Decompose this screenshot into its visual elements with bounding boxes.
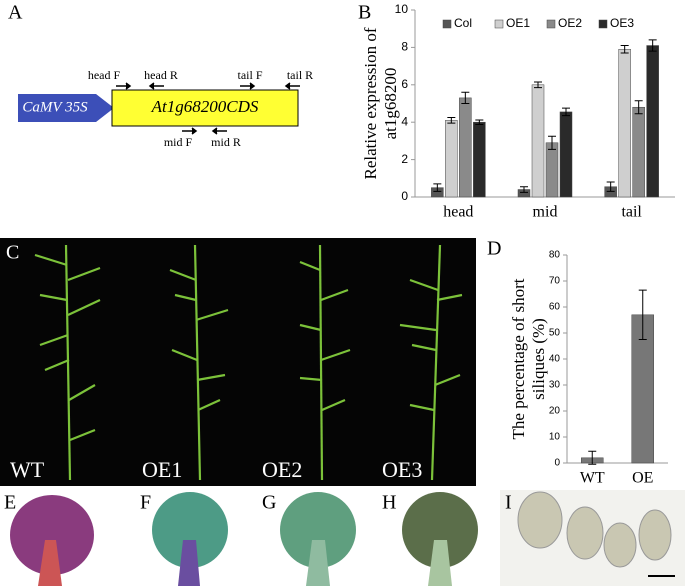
plant-label: OE1 xyxy=(142,457,182,482)
y-tick-label: 0 xyxy=(401,189,408,203)
panel-label: B xyxy=(358,2,371,24)
primer-label: mid F xyxy=(164,135,193,149)
legend-label: Col xyxy=(454,16,472,30)
y-axis-label: Relative expression of xyxy=(361,27,380,179)
bar xyxy=(646,45,659,198)
panel-label: H xyxy=(382,492,396,514)
legend-label: OE1 xyxy=(506,16,530,30)
error-bar xyxy=(638,289,647,340)
y-tick-label: 10 xyxy=(549,432,561,443)
y-axis-label: siliques (%) xyxy=(529,318,548,400)
plant-label: OE3 xyxy=(382,457,422,482)
primer-label: tail F xyxy=(237,68,262,82)
plant-label: WT xyxy=(10,457,45,482)
legend-label: OE3 xyxy=(610,16,634,30)
panel-label: F xyxy=(140,492,151,514)
panel-label: A xyxy=(8,2,23,24)
y-tick-label: 20 xyxy=(549,406,561,417)
gene-box xyxy=(111,89,299,127)
plant-drawing xyxy=(34,244,463,481)
panel-label: G xyxy=(262,492,276,514)
primer-label: head R xyxy=(144,68,178,82)
y-tick-label: 70 xyxy=(549,276,561,287)
y-tick-label: 2 xyxy=(401,152,408,166)
bar xyxy=(473,121,486,198)
x-tick-label: OE xyxy=(632,470,653,487)
panel-label: D xyxy=(487,238,501,260)
bar xyxy=(618,49,631,198)
panel-label: I xyxy=(505,492,512,514)
y-tick-label: 8 xyxy=(401,40,408,54)
error-bar xyxy=(447,117,456,124)
panel-label: E xyxy=(4,492,16,514)
primer-label: head F xyxy=(88,68,121,82)
error-bar xyxy=(520,186,528,193)
y-tick-label: 30 xyxy=(549,380,561,391)
error-bar xyxy=(562,107,570,117)
legend-swatch xyxy=(546,19,556,29)
plant-photo xyxy=(0,238,476,486)
error-bar xyxy=(648,39,657,52)
error-bar xyxy=(475,119,484,125)
x-tick-label: mid xyxy=(533,204,558,221)
micrographs xyxy=(10,490,685,586)
plant-label: OE2 xyxy=(262,457,302,482)
promoter-arrow xyxy=(18,94,114,122)
x-tick-label: tail xyxy=(621,204,642,221)
gene-label: At1g68200CDS xyxy=(151,97,259,116)
primer-label: tail R xyxy=(287,68,313,82)
legend-swatch xyxy=(598,19,608,29)
error-bar xyxy=(620,45,629,54)
error-bar xyxy=(433,183,442,192)
y-tick-label: 60 xyxy=(549,302,561,313)
error-bar xyxy=(534,81,542,89)
y-tick-label: 50 xyxy=(549,328,561,339)
y-tick-label: 40 xyxy=(549,354,561,365)
y-tick-label: 6 xyxy=(401,77,408,91)
primer-label: mid R xyxy=(211,135,241,149)
legend-swatch xyxy=(442,19,452,29)
error-bar xyxy=(461,91,470,104)
error-bar xyxy=(606,181,615,192)
error-bar xyxy=(588,450,597,465)
error-bar xyxy=(634,100,643,115)
y-tick-label: 10 xyxy=(395,2,409,16)
y-tick-label: 80 xyxy=(549,250,561,261)
x-tick-label: head xyxy=(443,204,473,221)
y-tick-label: 4 xyxy=(401,114,408,128)
x-tick-label: WT xyxy=(580,470,605,487)
panel-label: C xyxy=(6,242,19,264)
error-bar xyxy=(548,135,556,150)
y-axis-label: The percentage of short xyxy=(509,278,528,439)
primers: head F head R tail F tail R mid F mid R xyxy=(88,68,313,149)
bar xyxy=(531,84,545,198)
bar xyxy=(632,106,645,198)
y-tick-label: 0 xyxy=(554,458,560,469)
legend-label: OE2 xyxy=(558,16,582,30)
bar xyxy=(445,120,458,198)
legend-swatch xyxy=(494,19,504,29)
y-axis-label: at1g68200 xyxy=(381,68,400,140)
bar xyxy=(559,111,573,198)
bar xyxy=(459,97,472,198)
bar xyxy=(545,142,559,198)
promoter-label: CaMV 35S xyxy=(22,99,88,115)
